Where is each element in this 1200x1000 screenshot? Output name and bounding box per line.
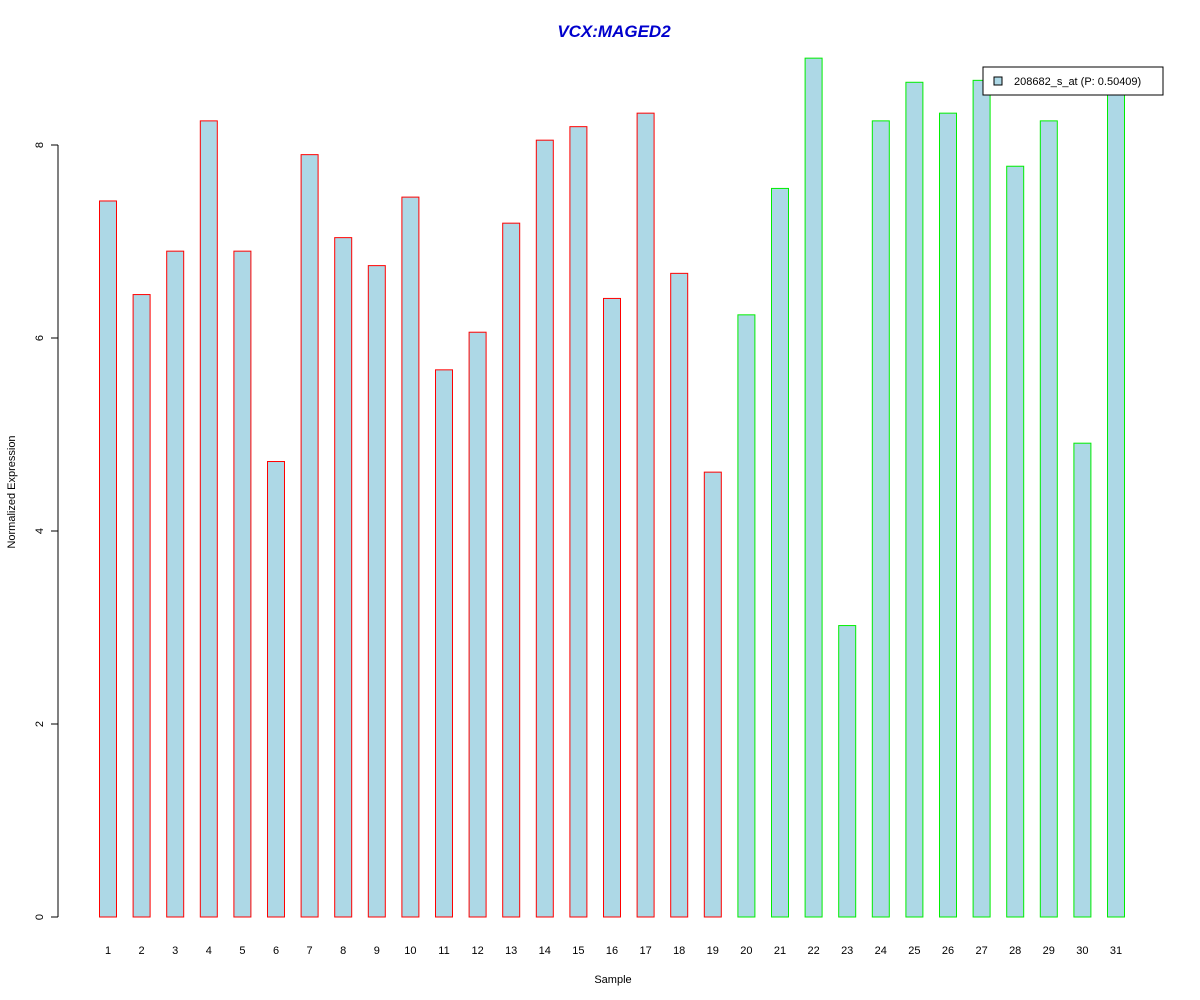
x-tick-label: 12 [471, 945, 483, 957]
x-tick-label: 8 [340, 945, 346, 957]
y-axis: 0 2 4 6 8 [34, 142, 59, 920]
x-tick-label: 11 [438, 945, 449, 957]
x-tick-label: 18 [673, 945, 685, 957]
bar-sample-22 [804, 57, 823, 918]
x-tick-label: 14 [539, 945, 551, 957]
bars [99, 57, 1125, 918]
x-tick-label: 24 [875, 945, 887, 957]
x-tick-label: 22 [807, 945, 819, 957]
x-axis-label: Sample [594, 974, 631, 986]
x-tick-label: 5 [239, 945, 245, 957]
x-tick-label: 9 [374, 945, 380, 957]
legend-swatch [993, 76, 1003, 86]
bar-sample-26 [939, 112, 957, 918]
bar-sample-28 [1006, 165, 1025, 918]
bar-sample-8 [334, 237, 353, 918]
legend-entry: 208682_s_at (P: 0.50409) [1014, 76, 1141, 88]
x-tick-label: 30 [1076, 945, 1088, 957]
bar-sample-6 [267, 461, 285, 918]
bar-sample-5 [233, 250, 252, 918]
x-tick-label: 21 [774, 945, 786, 957]
bar-sample-27 [972, 79, 991, 918]
chart-title: VCX:MAGED2 [557, 22, 671, 41]
legend: 208682_s_at (P: 0.50409) [982, 66, 1164, 96]
x-tick-label: 1 [105, 945, 111, 957]
x-tick-label: 3 [172, 945, 178, 957]
bar-sample-1 [99, 200, 117, 918]
bar-sample-23 [838, 625, 857, 918]
x-tick-label: 2 [139, 945, 145, 957]
bar-sample-20 [737, 314, 756, 918]
bar-sample-2 [132, 294, 151, 918]
x-tick-label: 16 [606, 945, 618, 957]
bar-sample-9 [367, 265, 386, 918]
bar-sample-14 [535, 139, 554, 918]
x-tick-label: 7 [307, 945, 313, 957]
bar-sample-19 [703, 471, 722, 918]
bar-sample-4 [199, 120, 218, 918]
bar-sample-7 [300, 154, 319, 918]
x-tick-label: 27 [975, 945, 987, 957]
bar-sample-29 [1039, 120, 1058, 918]
y-axis-label: Normalized Expression [6, 435, 18, 548]
bar-sample-17 [636, 112, 655, 918]
x-tick-label: 31 [1110, 945, 1122, 957]
y-tick-label: 0 [34, 914, 46, 920]
bar-sample-21 [771, 187, 789, 918]
legend-box [982, 66, 1164, 96]
y-tick-label: 2 [34, 721, 46, 727]
x-tick-label: 15 [572, 945, 584, 957]
bar-sample-25 [905, 81, 924, 918]
y-tick-label: 8 [34, 142, 46, 148]
bar-sample-18 [670, 272, 689, 918]
bar-sample-3 [166, 250, 185, 918]
bar-sample-10 [401, 196, 420, 918]
x-tick-label: 23 [841, 945, 853, 957]
x-tick-label: 19 [707, 945, 719, 957]
y-tick-label: 6 [34, 335, 46, 341]
x-tick-label: 26 [942, 945, 954, 957]
x-axis-tick-labels: 1 2 3 4 5 6 7 8 9 10 11 12 13 14 15 16 17 18 19 20 21 22 23 24 2… [105, 945, 1122, 957]
bar-sample-15 [569, 126, 588, 918]
x-tick-label: 17 [639, 945, 651, 957]
bar-sample-12 [468, 331, 487, 918]
bar-sample-16 [603, 297, 621, 918]
x-tick-label: 13 [505, 945, 517, 957]
bar-sample-30 [1073, 442, 1092, 918]
x-tick-label: 6 [273, 945, 279, 957]
bar-sample-31 [1107, 86, 1125, 918]
bar-sample-24 [871, 120, 890, 918]
bar-sample-11 [435, 369, 453, 918]
bar-sample-13 [502, 222, 521, 918]
x-tick-label: 29 [1043, 945, 1055, 957]
x-tick-label: 25 [908, 945, 920, 957]
x-tick-label: 4 [206, 945, 212, 957]
x-tick-label: 10 [404, 945, 416, 957]
x-tick-label: 20 [740, 945, 752, 957]
y-tick-label: 4 [34, 528, 46, 534]
x-tick-label: 28 [1009, 945, 1021, 957]
